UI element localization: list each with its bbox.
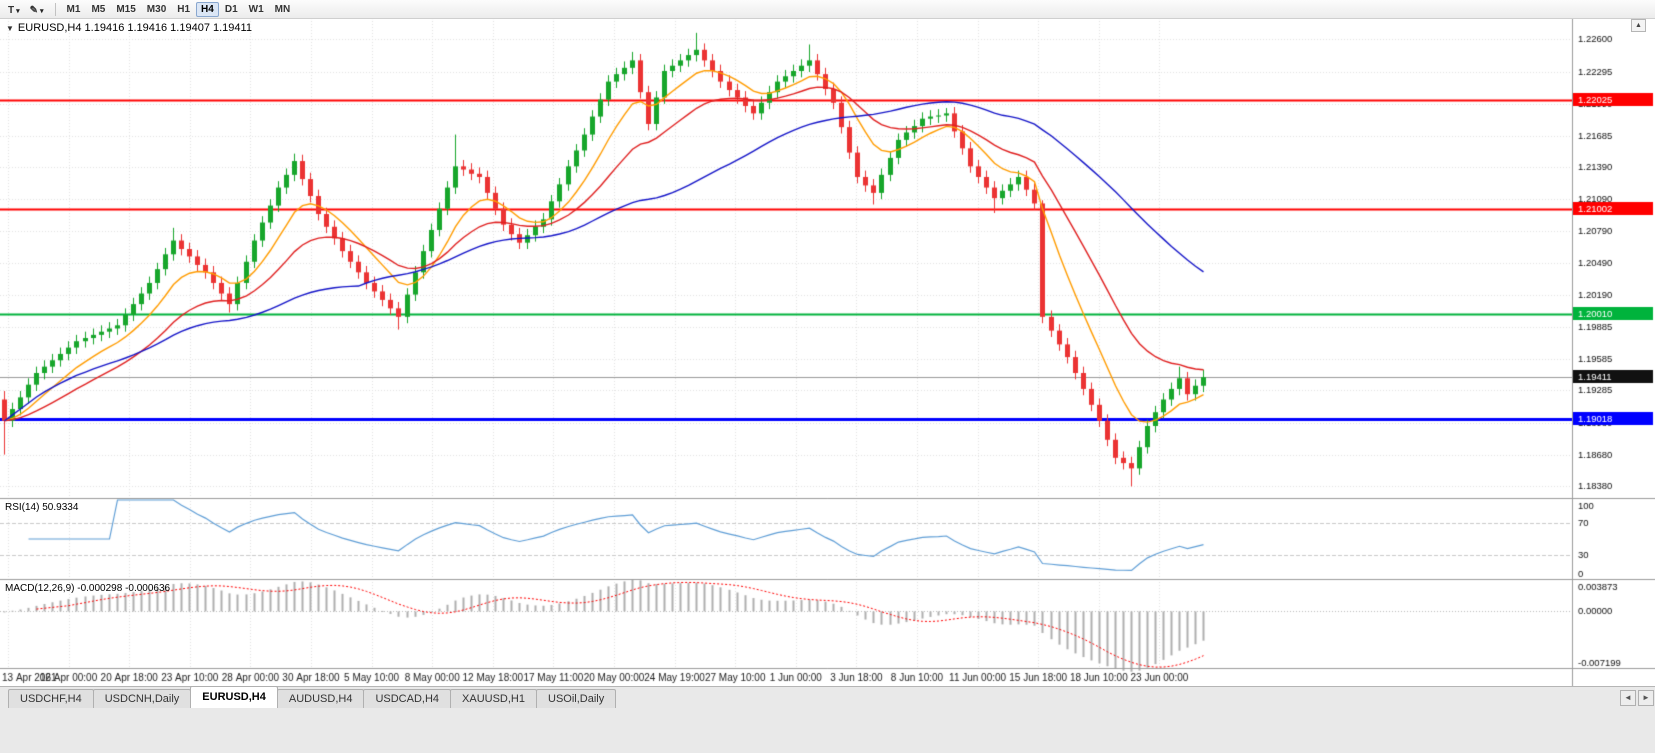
window-background	[0, 708, 1655, 753]
timeframe-w1-button[interactable]: W1	[244, 2, 269, 17]
text-tool-button[interactable]: T ▾	[3, 3, 25, 18]
chart-area: ▼ EURUSD,H4 1.19416 1.19416 1.19407 1.19…	[0, 18, 1655, 686]
tab-audusd-h4[interactable]: AUDUSD,H4	[276, 689, 365, 708]
tab-scroll-left-button[interactable]: ◄	[1620, 690, 1636, 706]
tab-xauusd-h1[interactable]: XAUUSD,H1	[450, 689, 537, 708]
tab-usdcad-h4[interactable]: USDCAD,H4	[363, 689, 452, 708]
tab-usoil-daily[interactable]: USOil,Daily	[536, 689, 617, 708]
timeframe-mn-button[interactable]: MN	[270, 2, 296, 17]
timeframe-d1-button[interactable]: D1	[220, 2, 243, 17]
tab-scroll-right-button[interactable]: ►	[1638, 690, 1654, 706]
top-toolbar: T ▾ ✎ ▾ M1 M5 M15 M30 H1 H4 D1 W1 MN	[0, 0, 1655, 19]
timeframe-h4-button[interactable]: H4	[196, 1, 219, 17]
tool-button-group: T ▾ ✎ ▾	[3, 0, 49, 18]
timeframe-group: M1 M5 M15 M30 H1 H4 D1 W1 MN	[62, 1, 296, 17]
price-chart-canvas[interactable]	[0, 18, 1655, 686]
chart-tabs: USDCHF,H4 USDCNH,Daily EURUSD,H4 AUDUSD,H4 U…	[8, 686, 617, 708]
timeframe-m15-button[interactable]: M15	[111, 2, 140, 17]
brush-tool-button[interactable]: ✎ ▾	[25, 3, 49, 18]
chart-menu-icon[interactable]: ▼	[6, 23, 14, 33]
timeframe-h1-button[interactable]: H1	[172, 2, 195, 17]
tab-usdchf-h4[interactable]: USDCHF,H4	[8, 689, 94, 708]
tab-usdcnh-daily[interactable]: USDCNH,Daily	[92, 689, 192, 708]
toolbar-separator	[54, 2, 56, 16]
timeframe-m1-button[interactable]: M1	[62, 2, 86, 17]
bottom-tabbar: USDCHF,H4 USDCNH,Daily EURUSD,H4 AUDUSD,H4 U…	[0, 686, 1655, 708]
timeframe-m5-button[interactable]: M5	[86, 2, 110, 17]
timeframe-m30-button[interactable]: M30	[142, 2, 171, 17]
tab-eurusd-h4[interactable]: EURUSD,H4	[190, 686, 278, 708]
axis-scroll-up-button[interactable]: ▲	[1631, 19, 1646, 32]
